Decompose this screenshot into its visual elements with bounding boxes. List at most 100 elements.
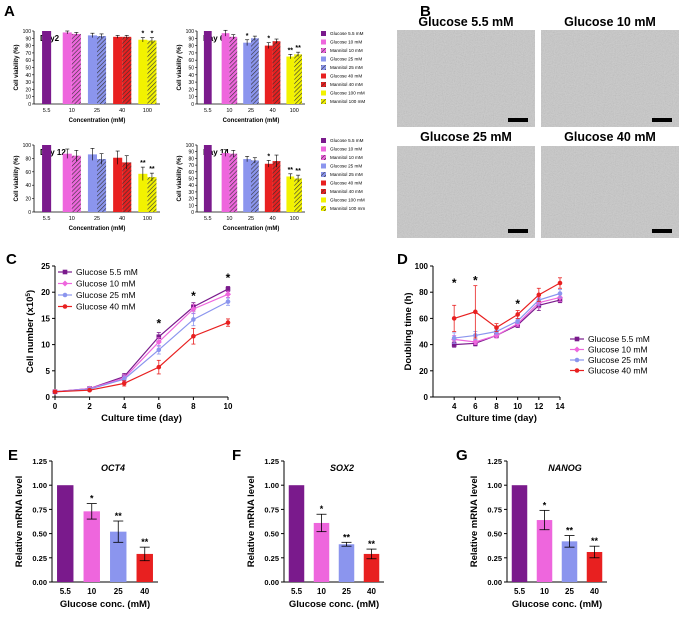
y-tick-label: 0: [28, 210, 31, 216]
bar: [221, 33, 230, 104]
data-point: [225, 286, 231, 292]
chart-nanog: 0.00 0.25 0.50 0.75 1.00 1.25 NANOG Glucose con…: [469, 457, 607, 610]
x-axis-label: Glucose conc. (mM): [60, 599, 150, 610]
y-tick-label: 80: [188, 156, 194, 162]
y-tick-label: 20: [188, 197, 194, 203]
micrograph-label: Glucose 40 mM: [564, 130, 656, 144]
y-tick-label: 0.25: [32, 554, 47, 563]
significance-star: *: [543, 500, 547, 510]
bar-hatch: [272, 161, 281, 212]
x-tick-label: 5.5: [204, 108, 212, 114]
data-point: [536, 292, 542, 298]
gene-title: OCT4: [101, 463, 125, 473]
x-tick-label: 10: [317, 587, 326, 596]
x-tick-label: 100: [143, 108, 152, 114]
bar: [83, 511, 100, 582]
data-point: [494, 325, 499, 330]
bar: [511, 485, 528, 582]
y-axis-label: Cell viability (%): [14, 155, 20, 201]
bar-hatch: [294, 54, 302, 104]
data-point: [62, 292, 68, 298]
legend-swatch: [321, 146, 326, 152]
legend-day14: Glucose 5.5 mM Glucose 10 mM Mannitol 10 m…: [321, 138, 365, 211]
x-tick-label: 40: [367, 587, 376, 596]
legend-swatch: [321, 31, 326, 36]
y-tick-label: 80: [25, 44, 31, 50]
x-tick-label: 10: [513, 402, 522, 411]
significance-star: *: [267, 153, 270, 160]
y-tick-label: 40: [188, 73, 194, 79]
bar: [57, 485, 74, 582]
y-tick-label: 1.25: [264, 457, 279, 466]
x-tick-label: 4: [122, 402, 127, 411]
y-tick-label: 50: [188, 66, 194, 72]
y-tick-label: 0.50: [487, 530, 502, 539]
x-tick-label: 14: [556, 402, 565, 411]
y-tick-label: 90: [188, 36, 194, 42]
legend-label: Mannitol 10 mM: [330, 155, 363, 160]
x-tick-label: 10: [69, 216, 75, 222]
bar-hatch: [147, 177, 157, 212]
y-tick-label: 15: [41, 314, 50, 323]
y-tick-label: 60: [188, 170, 194, 176]
x-tick-label: 40: [119, 108, 125, 114]
y-tick-label: 0: [191, 102, 194, 108]
x-tick-label: 4: [452, 402, 457, 411]
data-point: [52, 389, 58, 395]
micrograph-glucose-10: Glucose 10 mM: [541, 15, 679, 127]
legend-swatch-hatch: [321, 172, 326, 177]
y-axis-label: Cell number (x105): [25, 290, 37, 373]
x-tick-label: 40: [270, 216, 276, 222]
significance-star: *: [473, 273, 478, 287]
panel-letter-b: B: [420, 3, 431, 20]
x-tick-label: 5.5: [43, 216, 51, 222]
bar: [264, 45, 273, 104]
data-point: [155, 338, 162, 345]
legend-label: Glucose 25 mM: [330, 57, 362, 62]
y-tick-label: 0: [424, 393, 429, 402]
x-axis-label: Culture time (day): [456, 413, 537, 424]
legend-label: Mannitol 10 mM: [330, 48, 363, 53]
x-axis-label: Concentration (mM): [223, 118, 280, 124]
legend-swatch-hatch: [321, 155, 326, 160]
y-tick-label: 40: [188, 183, 194, 189]
significance-star: *: [156, 317, 161, 331]
significance-star: *: [320, 504, 324, 514]
legend-swatch: [321, 56, 326, 62]
y-tick-label: 20: [25, 197, 31, 203]
bar-hatch: [272, 41, 281, 104]
legend-label: Glucose 5.5 mM: [330, 138, 364, 143]
micrograph-glucose-5-5: Glucose 5.5 mM: [397, 15, 535, 127]
x-tick-label: 10: [69, 108, 75, 114]
micrograph-label: Glucose 10 mM: [564, 15, 656, 29]
bar: [138, 173, 148, 212]
y-tick-label: 60: [419, 314, 428, 323]
data-point: [62, 304, 68, 309]
chart-doubling-time: 0 20 40 60 80 100 4 6 8 10 12 14 Culture time (day) D…: [403, 262, 650, 424]
chart-title: Day 12: [40, 148, 66, 157]
x-tick-label: 5.5: [514, 587, 526, 596]
legend-label: Glucose 40 mM: [330, 181, 362, 186]
x-tick-label: 10: [226, 216, 232, 222]
chart-title: Day 6: [203, 34, 225, 43]
micrograph-glucose-25: Glucose 25 mM: [397, 130, 535, 238]
significance-star: **: [591, 536, 599, 546]
significance-star: **: [368, 539, 376, 549]
panel-letter-a: A: [4, 3, 15, 20]
legend-swatch: [321, 39, 326, 45]
y-tick-label: 20: [41, 288, 50, 297]
y-tick-label: 0.25: [264, 554, 279, 563]
y-tick-label: 10: [188, 95, 194, 101]
y-tick-label: 30: [188, 80, 194, 86]
legend-label: Glucose 10 mM: [588, 345, 648, 355]
x-tick-label: 100: [290, 216, 299, 222]
y-axis-label: Cell viability (%): [177, 155, 183, 201]
y-tick-label: 70: [188, 163, 194, 169]
y-tick-label: 0: [191, 210, 194, 216]
legend-label: Mannitol 100 mm: [330, 206, 365, 211]
data-point: [191, 333, 196, 339]
x-tick-label: 25: [248, 108, 254, 114]
micrograph-glucose-40: Glucose 40 mM: [541, 130, 679, 238]
bar: [42, 145, 52, 212]
